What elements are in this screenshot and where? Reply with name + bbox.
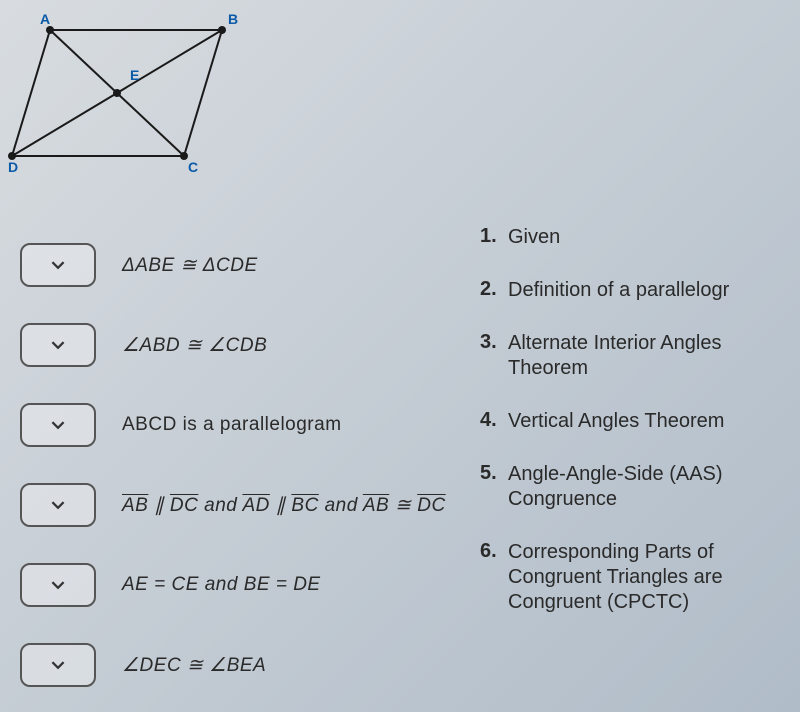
step-dropdown[interactable] [20,643,96,687]
svg-text:B: B [228,11,238,27]
reason-row: 6.Corresponding Parts of Congruent Trian… [480,540,800,615]
reason-row: 1.Given [480,225,800,250]
statement-text: AB ∥ DC and AD ∥ BC and AB ≅ DC [122,494,446,517]
step-dropdown[interactable] [20,483,96,527]
reasons-column: 1.Given 2.Definition of a parallelogr 3.Al… [480,225,800,705]
reason-number: 2. [480,278,508,301]
svg-text:A: A [40,11,50,27]
statement-row: AE = CE and BE = DE [20,545,480,625]
statement-row: ΔABE ≅ ΔCDE [20,225,480,305]
step-dropdown[interactable] [20,403,96,447]
geometry-diagram: A B C D E [8,8,238,183]
svg-text:D: D [8,159,18,175]
chevron-down-icon [51,578,65,592]
reason-number: 6. [480,540,508,563]
statement-row: AB ∥ DC and AD ∥ BC and AB ≅ DC [20,465,480,545]
svg-text:E: E [130,67,139,83]
statement-text: AE = CE and BE = DE [122,574,321,596]
chevron-down-icon [51,658,65,672]
statement-text: ΔABE ≅ ΔCDE [122,254,258,277]
reason-text: Corresponding Parts of Congruent Triangl… [508,540,800,615]
chevron-down-icon [51,258,65,272]
statement-text: ∠ABD ≅ ∠CDB [122,334,267,357]
reason-text: Definition of a parallelogr [508,278,729,303]
step-dropdown[interactable] [20,323,96,367]
statement-row: ∠DEC ≅ ∠BEA [20,625,480,705]
statement-row: ∠ABD ≅ ∠CDB [20,305,480,385]
chevron-down-icon [51,338,65,352]
statements-column: ΔABE ≅ ΔCDE ∠ABD ≅ ∠CDB ABCD is a parallel… [0,225,480,705]
reason-row: 3.Alternate Interior Angles Theorem [480,331,800,381]
chevron-down-icon [51,498,65,512]
reason-text: Angle-Angle-Side (AAS) Congruence [508,462,800,512]
statement-text: ∠DEC ≅ ∠BEA [122,654,266,677]
svg-text:C: C [188,159,198,175]
reason-text: Vertical Angles Theorem [508,409,724,434]
reason-number: 5. [480,462,508,485]
reason-text: Given [508,225,560,250]
reason-number: 3. [480,331,508,354]
reason-number: 4. [480,409,508,432]
reason-text: Alternate Interior Angles Theorem [508,331,800,381]
reason-row: 5.Angle-Angle-Side (AAS) Congruence [480,462,800,512]
step-dropdown[interactable] [20,563,96,607]
statement-text: ABCD is a parallelogram [122,414,342,436]
reason-row: 4.Vertical Angles Theorem [480,409,800,434]
reason-row: 2.Definition of a parallelogr [480,278,800,303]
reason-number: 1. [480,225,508,248]
step-dropdown[interactable] [20,243,96,287]
chevron-down-icon [51,418,65,432]
statement-row: ABCD is a parallelogram [20,385,480,465]
